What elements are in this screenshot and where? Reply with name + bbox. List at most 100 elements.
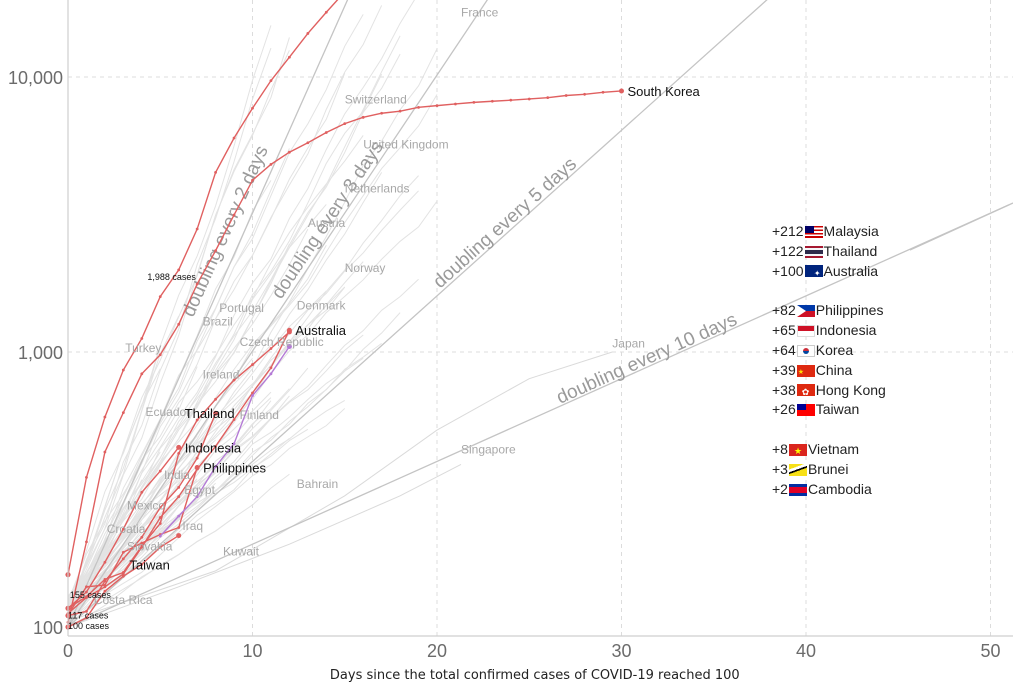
series-end-marker (286, 344, 292, 350)
y-tick-label: 1,000 (18, 343, 63, 363)
panel-gap (772, 420, 972, 440)
y-tick-label: 10,000 (8, 68, 63, 88)
x-axis-label: Days since the total confirmed cases of … (330, 668, 740, 683)
increase-value: +2 (772, 480, 788, 497)
gray-country-label: Egypt (184, 483, 215, 497)
series-point (232, 136, 236, 140)
doubling-line (67, 0, 768, 628)
series-line (67, 0, 339, 575)
gray-country-label: United Kingdom (363, 137, 448, 151)
background-country-line (67, 368, 272, 613)
series-end-marker (213, 410, 219, 416)
series-point (251, 391, 254, 395)
series-point (214, 444, 218, 448)
series-point (103, 589, 107, 593)
case-annotation: 100 cases (68, 621, 110, 631)
panel-row: +26 Taiwan (772, 400, 972, 420)
doubling-line (67, 204, 1010, 628)
gray-country-label: Bahrain (297, 477, 338, 491)
series-point (140, 490, 144, 494)
series-point (121, 574, 125, 578)
case-annotation: 117 cases (68, 611, 109, 621)
background-country-line (67, 0, 415, 607)
series-point (269, 366, 273, 370)
gray-country-label: Netherlands (345, 182, 410, 196)
background-country-line (67, 200, 438, 607)
gray-country-label: Norway (345, 261, 386, 275)
series-point (343, 122, 347, 126)
case-annotation: 155 cases (70, 590, 112, 600)
series-point (361, 115, 365, 119)
flag-bn-icon (788, 463, 807, 476)
series-point (324, 131, 328, 134)
gray-country-label: Denmark (297, 298, 347, 312)
doubling-line (67, 0, 349, 628)
country-label: South Korea (628, 84, 701, 99)
series-point (140, 562, 144, 566)
background-country-line (67, 408, 346, 625)
background-country-line (67, 135, 364, 598)
gray-country-label: Ecuador (145, 405, 190, 419)
country-label: Philippines (203, 461, 266, 476)
gray-country-label: Iraq (182, 519, 203, 533)
gray-country-label: Switzerland (345, 93, 407, 107)
series-point (140, 337, 144, 340)
background-country-line (67, 334, 364, 604)
flag-ph-icon (796, 305, 815, 318)
background-country-line (67, 25, 272, 612)
series-point (121, 557, 125, 561)
series-point (527, 97, 531, 101)
series-point (158, 534, 162, 538)
panel-row: +3 Brunei (772, 460, 972, 480)
country-name: Cambodia (807, 480, 872, 497)
background-country-line (67, 50, 290, 622)
increase-value: +82 (772, 302, 796, 319)
country-name: Indonesia (815, 322, 877, 339)
series-end-marker (176, 444, 182, 450)
gray-country-label: Turkey (125, 341, 161, 355)
series-point (306, 141, 310, 145)
series-end-marker (619, 88, 624, 94)
highlighted-country-labels: South Korea Australia Thailand Indonesia Phi… (129, 84, 700, 572)
series-point (121, 550, 125, 554)
background-country-line (67, 172, 383, 603)
series-point (251, 394, 254, 398)
y-tick-label: 100 (33, 618, 63, 638)
series-point (251, 363, 254, 366)
country-name: Korea (815, 341, 854, 358)
x-tick-label: 40 (796, 641, 816, 661)
series-point (214, 170, 218, 174)
panel-row: +82 Philippines (772, 301, 972, 321)
series-end-marker (176, 533, 182, 539)
series-point (85, 616, 88, 620)
country-label: Thailand (185, 406, 235, 421)
series-point (214, 397, 218, 401)
country-name: Australia (823, 262, 879, 279)
flag-tw-icon (796, 404, 815, 417)
increase-value: +8 (772, 441, 788, 458)
background-country-line (67, 73, 383, 598)
gray-country-label: France (461, 5, 499, 19)
series-point (232, 213, 236, 217)
gray-country-label: Slovakia (127, 539, 173, 553)
x-tick-label: 20 (427, 641, 447, 661)
series-point (177, 268, 181, 272)
series-point (546, 96, 550, 100)
daily-increase-panel: +212 Malaysia +122 Thailand +100 Australia +82… (772, 222, 972, 500)
gray-country-label: Austria (308, 216, 346, 230)
gray-country-label: Costa Rica (94, 593, 153, 607)
doubling-line (67, 0, 489, 628)
series-point (269, 347, 273, 350)
series-point (454, 102, 457, 106)
gray-country-label: India (164, 468, 190, 482)
background-country-line (67, 367, 309, 605)
flag-au-icon (804, 265, 823, 278)
series-point (251, 178, 254, 182)
increase-value: +38 (772, 381, 796, 398)
gray-country-labels: France Switzerland United Kingdom Netherlan… (94, 5, 645, 607)
country-name: Brunei (807, 460, 849, 477)
country-label: Indonesia (185, 440, 242, 455)
doubling-label: doubling every 10 days (553, 309, 740, 408)
background-country-line (67, 14, 364, 619)
series-point (177, 495, 181, 498)
